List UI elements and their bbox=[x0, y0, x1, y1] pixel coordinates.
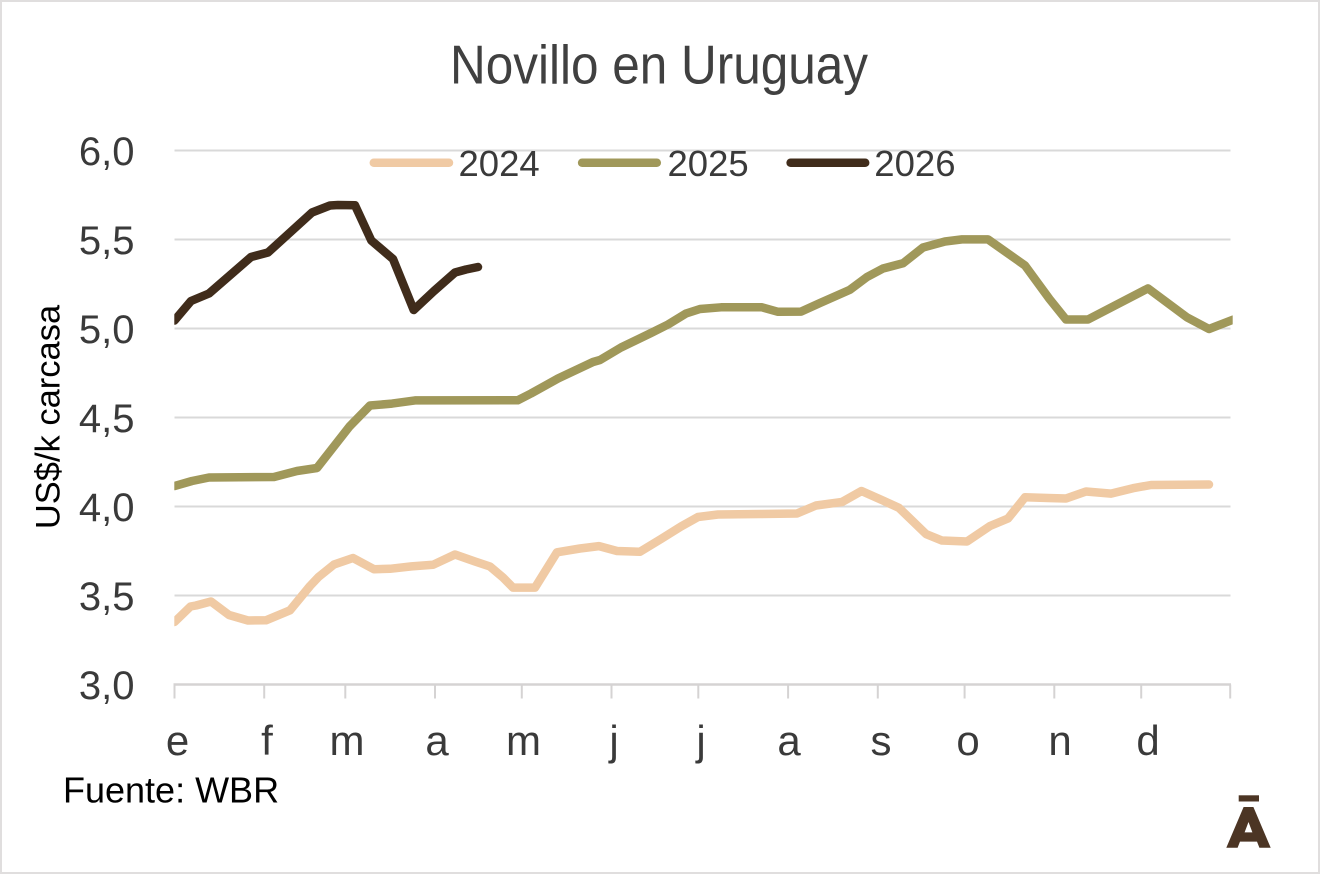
svg-text:a: a bbox=[777, 717, 801, 764]
svg-text:a: a bbox=[425, 717, 449, 764]
svg-text:6,0: 6,0 bbox=[79, 130, 135, 174]
svg-text:Novillo en Uruguay: Novillo en Uruguay bbox=[450, 34, 868, 96]
svg-text:2025: 2025 bbox=[668, 143, 749, 184]
svg-text:e: e bbox=[166, 717, 189, 764]
svg-text:m: m bbox=[330, 717, 365, 764]
svg-text:Fuente: WBR: Fuente: WBR bbox=[63, 770, 279, 811]
svg-text:5,0: 5,0 bbox=[79, 308, 135, 352]
svg-text:2026: 2026 bbox=[874, 143, 955, 184]
svg-text:j: j bbox=[607, 717, 618, 764]
svg-text:d: d bbox=[1136, 717, 1159, 764]
svg-text:m: m bbox=[506, 717, 541, 764]
svg-text:4,5: 4,5 bbox=[79, 397, 135, 441]
svg-text:3,0: 3,0 bbox=[79, 664, 135, 708]
svg-text:f: f bbox=[261, 717, 273, 764]
svg-text:2024: 2024 bbox=[459, 143, 540, 184]
svg-text:4,0: 4,0 bbox=[79, 486, 135, 530]
svg-text:s: s bbox=[871, 717, 892, 764]
svg-text:n: n bbox=[1048, 717, 1071, 764]
svg-text:j: j bbox=[694, 717, 705, 764]
svg-text:o: o bbox=[956, 717, 979, 764]
svg-text:US$/k carcasa: US$/k carcasa bbox=[30, 304, 68, 529]
svg-text:5,5: 5,5 bbox=[79, 219, 135, 263]
svg-text:3,5: 3,5 bbox=[79, 575, 135, 619]
